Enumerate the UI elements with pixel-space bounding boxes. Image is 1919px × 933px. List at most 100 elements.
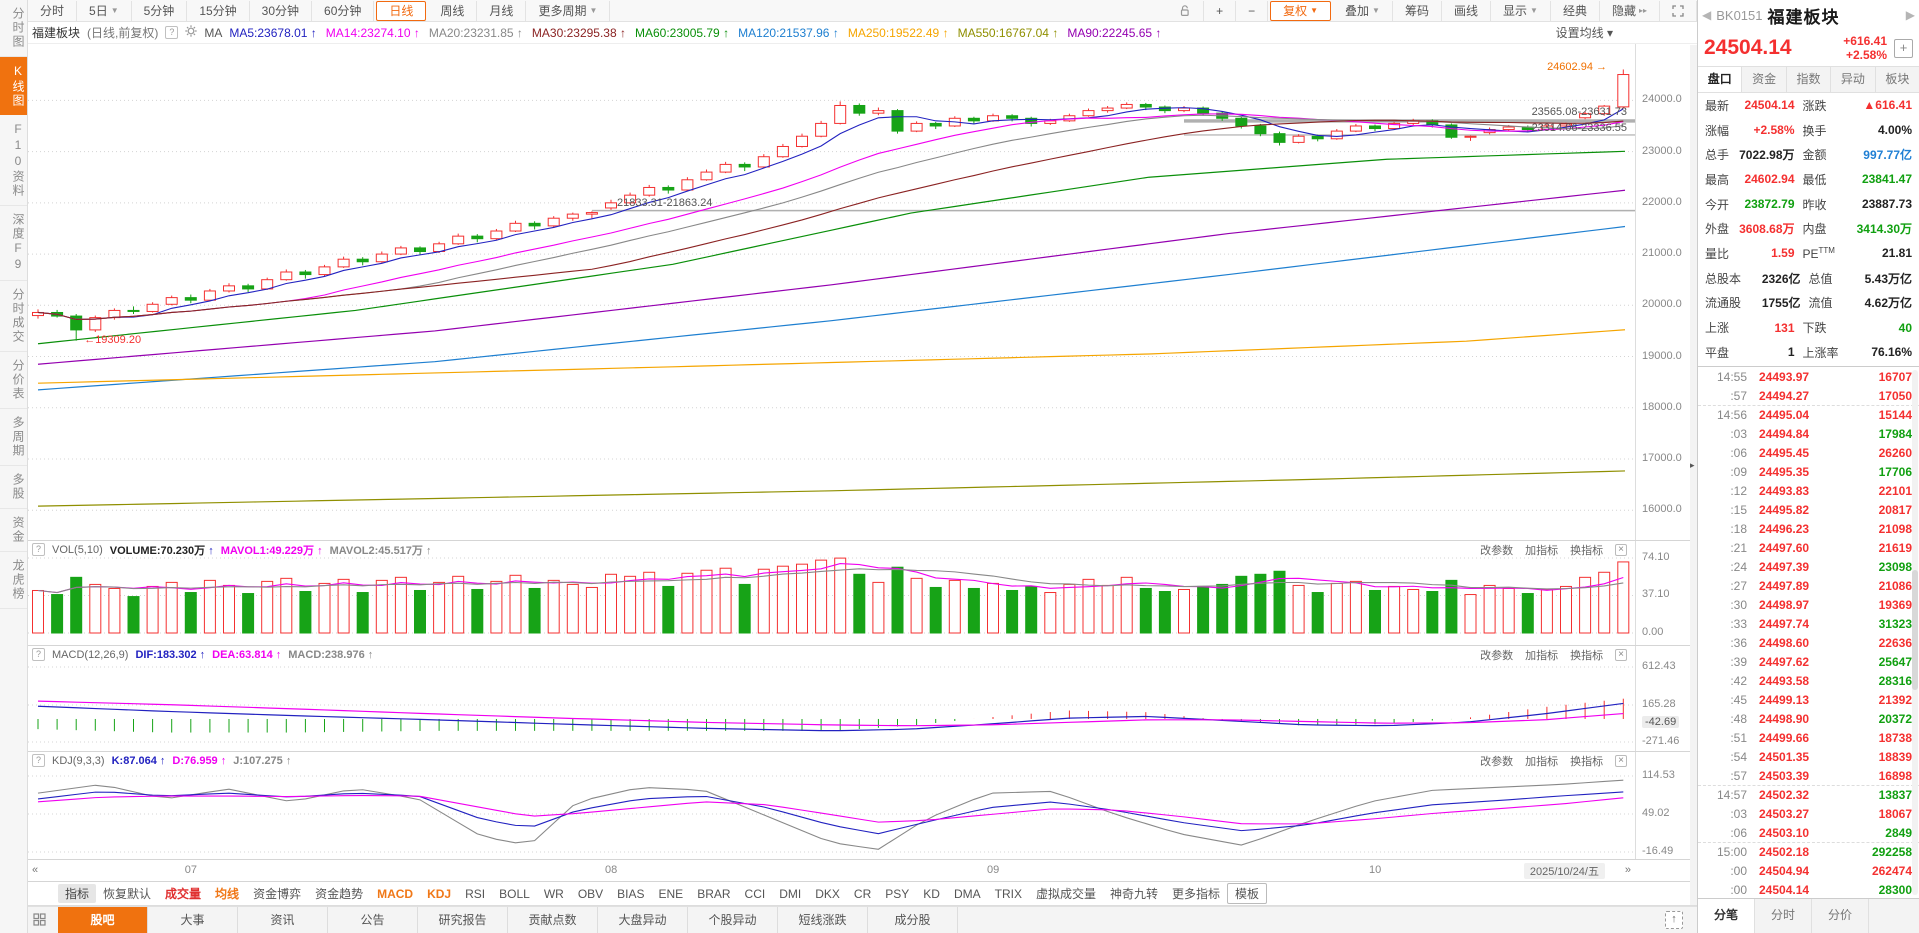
macd-pane[interactable]: ? MACD(12,26,9) DIF:183.302 ↑ DEA:63.814 ↑ M… <box>28 646 1697 752</box>
panel-splitter[interactable]: ▸ <box>1690 45 1697 905</box>
indicator-tab-模板[interactable]: 模板 <box>1227 883 1268 904</box>
indicator-tab-BIAS[interactable]: BIAS <box>617 886 645 901</box>
kdj-pane[interactable]: ? KDJ(9,3,3) K:87.064 ↑ D:76.959 ↑ J:107.275… <box>28 752 1697 860</box>
period-tab-15分钟[interactable]: 15分钟 <box>187 0 250 21</box>
macd-chart[interactable] <box>28 646 1635 752</box>
zoom-in-button[interactable]: + <box>1204 0 1237 21</box>
panel-tab-资金[interactable]: 资金 <box>1742 67 1787 92</box>
period-tab-5分钟[interactable]: 5分钟 <box>132 0 188 21</box>
sidebar-item-多周期[interactable]: 多周期 <box>0 409 27 466</box>
indicator-tab-DMA[interactable]: DMA <box>953 886 981 901</box>
control-改参数[interactable]: 改参数 <box>1480 544 1514 557</box>
indicator-tab-DKX[interactable]: DKX <box>815 886 840 901</box>
nav-tab-资讯[interactable]: 资讯 <box>238 907 328 933</box>
indicator-tab-KD[interactable]: KD <box>923 886 940 901</box>
overlay-button[interactable]: 叠加 ▼ <box>1333 0 1393 21</box>
scroll-left-icon[interactable]: « <box>32 864 39 876</box>
kdj-chart[interactable] <box>28 752 1635 860</box>
help-icon[interactable]: ? <box>32 754 46 767</box>
indicator-tab-资金趋势[interactable]: 资金趋势 <box>315 887 364 901</box>
scroll-right-icon[interactable]: » <box>1624 864 1631 876</box>
panel-tab-盘口[interactable]: 盘口 <box>1698 67 1743 92</box>
panel-tab-板块[interactable]: 板块 <box>1875 67 1919 92</box>
control-加指标[interactable]: 加指标 <box>1525 649 1559 662</box>
period-tab-日线[interactable]: 日线 <box>376 0 427 21</box>
close-icon[interactable]: × <box>1615 648 1627 661</box>
period-tab-分时[interactable]: 分时 <box>28 0 78 21</box>
main-chart-pane[interactable]: 24000.0 23000.0 22000.0 21000.0 20000.0 19000… <box>28 44 1697 541</box>
panel-bottom-tab-分时[interactable]: 分时 <box>1755 899 1812 933</box>
indicator-tab-OBV[interactable]: OBV <box>577 886 604 901</box>
grid-icon[interactable] <box>33 913 46 929</box>
tick-list[interactable]: 14:55 24493.97 16707:57 24494.27 17050 14:56 2… <box>1698 366 1919 899</box>
period-tab-30分钟[interactable]: 30分钟 <box>250 0 313 21</box>
indicator-tab-CR[interactable]: CR <box>853 886 872 901</box>
panel-bottom-tab-分笔[interactable]: 分笔 <box>1698 899 1755 933</box>
fullscreen-icon[interactable] <box>1660 0 1697 21</box>
nav-tab-贡献点数[interactable]: 贡献点数 <box>508 907 598 933</box>
indicator-tab-CCI[interactable]: CCI <box>744 886 766 901</box>
close-icon[interactable]: × <box>1615 543 1627 556</box>
indicator-tab-KDJ[interactable]: KDJ <box>427 886 452 901</box>
indicator-tab-BOLL[interactable]: BOLL <box>499 886 530 901</box>
nav-tab-个股异动[interactable]: 个股异动 <box>688 907 778 933</box>
nav-tab-成分股[interactable]: 成分股 <box>868 907 958 933</box>
sidebar-item-分价表[interactable]: 分价表 <box>0 352 27 409</box>
indicator-tab-均线[interactable]: 均线 <box>215 887 240 901</box>
candlestick-chart[interactable] <box>28 44 1635 541</box>
indicator-tab-MACD[interactable]: MACD <box>377 886 414 901</box>
indicator-tab-TRIX[interactable]: TRIX <box>994 886 1022 901</box>
draw-line-button[interactable]: 画线 <box>1442 0 1491 21</box>
control-改参数[interactable]: 改参数 <box>1480 649 1514 662</box>
indicator-tab-RSI[interactable]: RSI <box>465 886 486 901</box>
indicator-tab-成交量[interactable]: 成交量 <box>165 887 202 901</box>
gear-icon[interactable] <box>185 25 198 40</box>
help-icon[interactable]: ? <box>165 26 179 39</box>
indicator-tab-WR[interactable]: WR <box>543 886 564 901</box>
indicator-tab-PSY[interactable]: PSY <box>885 886 910 901</box>
add-to-watchlist-button[interactable]: + <box>1894 38 1913 58</box>
sidebar-item-分时成交[interactable]: 分时成交 <box>0 281 27 352</box>
sidebar-item-F10资料[interactable]: F10资料 <box>0 115 27 206</box>
control-加指标[interactable]: 加指标 <box>1525 755 1559 768</box>
ma-settings-button[interactable]: 设置均线 ▾ <box>1555 26 1613 40</box>
volume-chart[interactable] <box>28 541 1635 646</box>
indicator-tab-资金博弈[interactable]: 资金博弈 <box>253 887 302 901</box>
classic-button[interactable]: 经典 <box>1551 0 1600 21</box>
sidebar-item-多股[interactable]: 多股 <box>0 466 27 509</box>
period-tab-更多周期[interactable]: 更多周期 ▼ <box>526 0 611 21</box>
export-up-icon[interactable]: ↑ <box>1665 911 1683 929</box>
chip-distribution-button[interactable]: 筹码 <box>1393 0 1442 21</box>
lock-icon[interactable] <box>1168 0 1205 21</box>
nav-tab-大事[interactable]: 大事 <box>148 907 238 933</box>
indicator-tab-恢复默认[interactable]: 恢复默认 <box>103 887 152 901</box>
control-换指标[interactable]: 换指标 <box>1570 755 1604 768</box>
indicator-tab-神奇九转[interactable]: 神奇九转 <box>1109 887 1158 901</box>
hide-button[interactable]: 隐藏 ▸▸ <box>1600 0 1660 21</box>
nav-tab-大盘异动[interactable]: 大盘异动 <box>598 907 688 933</box>
panel-tab-指数[interactable]: 指数 <box>1786 67 1832 92</box>
nav-tab-短线涨跌[interactable]: 短线涨跌 <box>778 907 868 933</box>
period-tab-60分钟[interactable]: 60分钟 <box>312 0 375 21</box>
period-tab-5日[interactable]: 5日 ▼ <box>77 0 132 21</box>
nav-tab-研究报告[interactable]: 研究报告 <box>418 907 508 933</box>
tick-scrollbar[interactable] <box>1912 370 1918 895</box>
prev-symbol-icon[interactable]: ◀ <box>1702 8 1712 22</box>
panel-bottom-tab-分价[interactable]: 分价 <box>1812 899 1869 933</box>
sidebar-item-资金[interactable]: 资金 <box>0 509 27 552</box>
indicator-tab-BRAR[interactable]: BRAR <box>697 886 731 901</box>
display-button[interactable]: 显示 ▼ <box>1491 0 1551 21</box>
sidebar-item-K线图[interactable]: K线图 <box>0 57 27 115</box>
control-加指标[interactable]: 加指标 <box>1525 544 1559 557</box>
close-icon[interactable]: × <box>1615 754 1627 767</box>
sidebar-item-深度F9[interactable]: 深度F9 <box>0 206 27 281</box>
indicator-tab-指标[interactable]: 指标 <box>58 884 97 903</box>
indicator-tab-更多指标[interactable]: 更多指标 <box>1171 887 1220 901</box>
sidebar-item-龙虎榜[interactable]: 龙虎榜 <box>0 552 27 609</box>
period-tab-月线[interactable]: 月线 <box>477 0 527 21</box>
control-换指标[interactable]: 换指标 <box>1570 544 1604 557</box>
sidebar-item-分时图[interactable]: 分时图 <box>0 0 27 57</box>
control-改参数[interactable]: 改参数 <box>1480 755 1514 768</box>
nav-tab-公告[interactable]: 公告 <box>328 907 418 933</box>
adjust-price-button[interactable]: 复权 ▼ <box>1270 0 1332 21</box>
